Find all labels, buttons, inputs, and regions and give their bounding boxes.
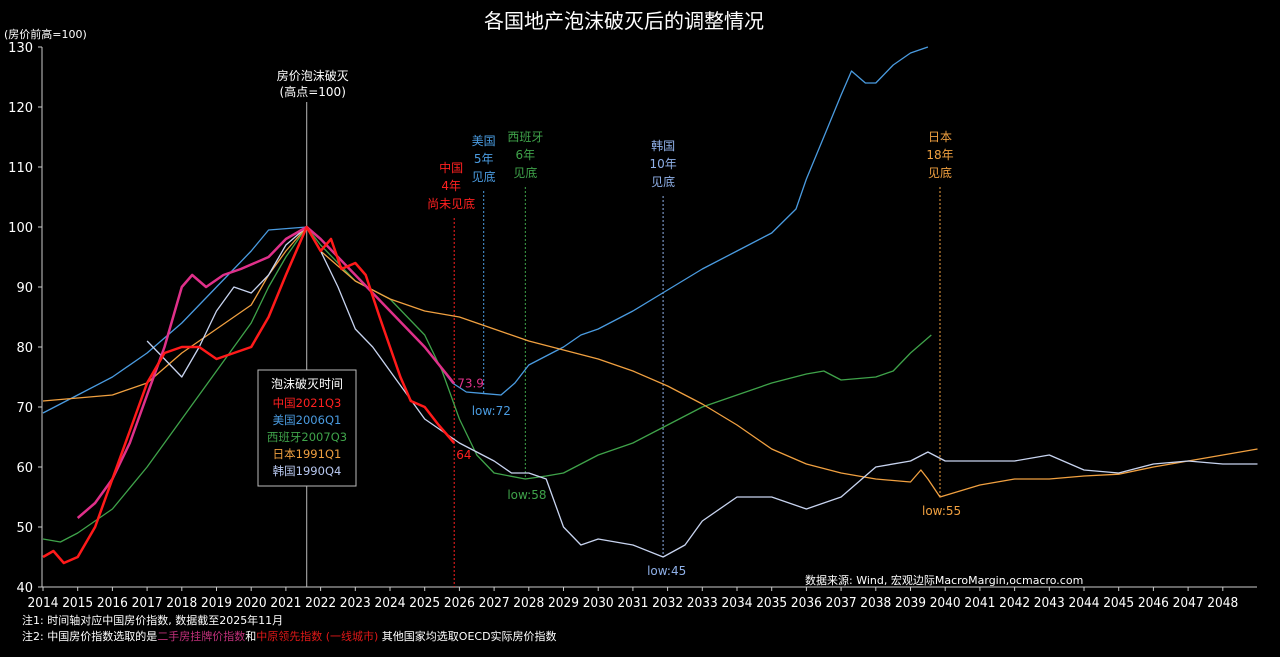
series-line-china_centaline xyxy=(42,225,456,565)
legend: 泡沫破灭时间 中国2021Q3 美国2006Q1 西班牙2007Q3 日本1991Q1… xyxy=(257,369,357,487)
legend-entry: 美国2006Q1 xyxy=(273,413,342,427)
point-label: low:45 xyxy=(647,564,686,578)
peak-marker-label: (高点=100) xyxy=(280,84,346,99)
x-tick-label: 2047 xyxy=(1173,596,1204,611)
axes: 40 50 60 70 80 90 100 110 120 130 2014 2015 2016 2017… xyxy=(8,41,1257,611)
y-tick-label: 100 xyxy=(8,221,33,236)
x-tick-label: 2033 xyxy=(687,596,718,611)
x-tick-label: 2042 xyxy=(999,596,1030,611)
y-tick-label: 110 xyxy=(8,161,33,176)
legend-entry: 中国2021Q3 xyxy=(273,396,342,410)
series-line-spain xyxy=(42,226,932,543)
note-2: 注2: 中国房价指数选取的是二手房挂牌价指数和中原领先指数 (一线城市) 其他国… xyxy=(22,629,557,643)
y-tick-label: 130 xyxy=(8,41,33,56)
x-tick-label: 2032 xyxy=(652,596,683,611)
x-tick-label: 2023 xyxy=(340,596,371,611)
point-labels: 73.9 64 low:72 low:58 low:45 low:55 xyxy=(456,377,961,578)
x-tick-label: 2028 xyxy=(513,596,544,611)
note-2-pink: 二手房挂牌价指数 xyxy=(157,629,245,643)
point-label: low:72 xyxy=(472,404,511,418)
bottom-marker-label: 见底 xyxy=(928,165,952,180)
x-tick-label: 2015 xyxy=(62,596,93,611)
x-tick-label: 2036 xyxy=(791,596,822,611)
legend-entry: 日本1991Q1 xyxy=(273,447,342,461)
legend-entry: 韩国1990Q4 xyxy=(273,464,342,478)
bottom-marker-label: 4年 xyxy=(441,179,461,193)
y-axis-label: (房价前高=100) xyxy=(4,27,87,41)
point-label: 73.9 xyxy=(457,377,484,391)
x-tick-label: 2025 xyxy=(409,596,440,611)
series-line-china_listing xyxy=(76,225,456,519)
note-2-prefix: 注2: 中国房价指数选取的是 xyxy=(22,629,157,643)
series-lines xyxy=(42,46,1258,565)
bottom-marker-label: 6年 xyxy=(516,148,536,162)
legend-title: 泡沫破灭时间 xyxy=(271,376,343,391)
x-tick-label: 2040 xyxy=(930,596,961,611)
series-line-japan xyxy=(42,226,1258,498)
peak-marker-label: 房价泡沫破灭 xyxy=(277,68,349,83)
bottom-marker-label: 日本 xyxy=(928,130,952,144)
x-tick-label: 2022 xyxy=(305,596,336,611)
note-2-suffix: 其他国家均选取OECD实际房价指数 xyxy=(378,629,556,643)
x-tick-label: 2019 xyxy=(201,596,232,611)
bottom-marker-label: 见底 xyxy=(472,169,496,184)
bottom-marker-label: 韩国 xyxy=(651,138,675,153)
x-tick-label: 2046 xyxy=(1138,596,1169,611)
chart-title: 各国地产泡沫破灭后的调整情况 xyxy=(484,9,764,33)
legend-entry: 西班牙2007Q3 xyxy=(267,430,347,444)
bottom-marker-label: 见底 xyxy=(651,174,675,189)
x-tick-label: 2021 xyxy=(270,596,301,611)
point-label: low:55 xyxy=(922,504,961,518)
x-tick-label: 2024 xyxy=(375,596,406,611)
x-tick-label: 2039 xyxy=(895,596,926,611)
point-label: 64 xyxy=(456,448,471,462)
bottom-marker-label: 中国 xyxy=(439,160,463,175)
bottom-marker-label: 见底 xyxy=(513,165,537,180)
x-tick-label: 2045 xyxy=(1103,596,1134,611)
y-tick-label: 40 xyxy=(16,581,33,596)
y-tick-label: 60 xyxy=(16,461,33,476)
bottom-marker-label: 美国 xyxy=(472,134,496,148)
x-tick-label: 2020 xyxy=(236,596,267,611)
x-tick-label: 2029 xyxy=(548,596,579,611)
point-label: low:58 xyxy=(507,488,546,502)
x-tick-label: 2031 xyxy=(617,596,648,611)
bottom-marker-label: 西班牙 xyxy=(507,130,543,144)
y-tick-label: 90 xyxy=(16,281,33,296)
series-line-korea xyxy=(146,226,1258,558)
x-tick-label: 2037 xyxy=(826,596,857,611)
x-tick-label: 2016 xyxy=(97,596,128,611)
x-tick-label: 2044 xyxy=(1069,596,1100,611)
note-1: 注1: 时间轴对应中国房价指数, 数据截至2025年11月 xyxy=(22,613,283,627)
y-tick-label: 80 xyxy=(16,341,33,356)
x-tick-label: 2017 xyxy=(132,596,163,611)
y-tick-label: 70 xyxy=(16,401,33,416)
x-tick-label: 2038 xyxy=(860,596,891,611)
x-tick-label: 2026 xyxy=(444,596,475,611)
x-tick-label: 2027 xyxy=(479,596,510,611)
bottom-marker-label: 尚未见底 xyxy=(427,196,475,211)
x-tick-label: 2018 xyxy=(166,596,197,611)
x-tick-label: 2030 xyxy=(583,596,614,611)
y-tick-label: 120 xyxy=(8,101,33,116)
bottom-marker-label: 18年 xyxy=(926,148,953,162)
note-2-and: 和 xyxy=(245,630,256,643)
x-tick-label: 2035 xyxy=(756,596,787,611)
legend-box xyxy=(257,369,357,487)
x-tick-label: 2043 xyxy=(1034,596,1065,611)
note-2-red: 中原领先指数 (一线城市) xyxy=(256,629,378,643)
bottom-marker-label: 5年 xyxy=(474,152,494,166)
x-tick-label: 2041 xyxy=(964,596,995,611)
bottom-marker-label: 10年 xyxy=(649,157,676,171)
series-line-us xyxy=(42,46,929,414)
x-tick-label: 2014 xyxy=(28,596,59,611)
source-note: 数据来源: Wind, 宏观边际MacroMargin,ocmacro.com xyxy=(805,573,1083,587)
x-tick-label: 2034 xyxy=(722,596,753,611)
x-tick-label: 2048 xyxy=(1207,596,1238,611)
y-tick-label: 50 xyxy=(16,521,33,536)
